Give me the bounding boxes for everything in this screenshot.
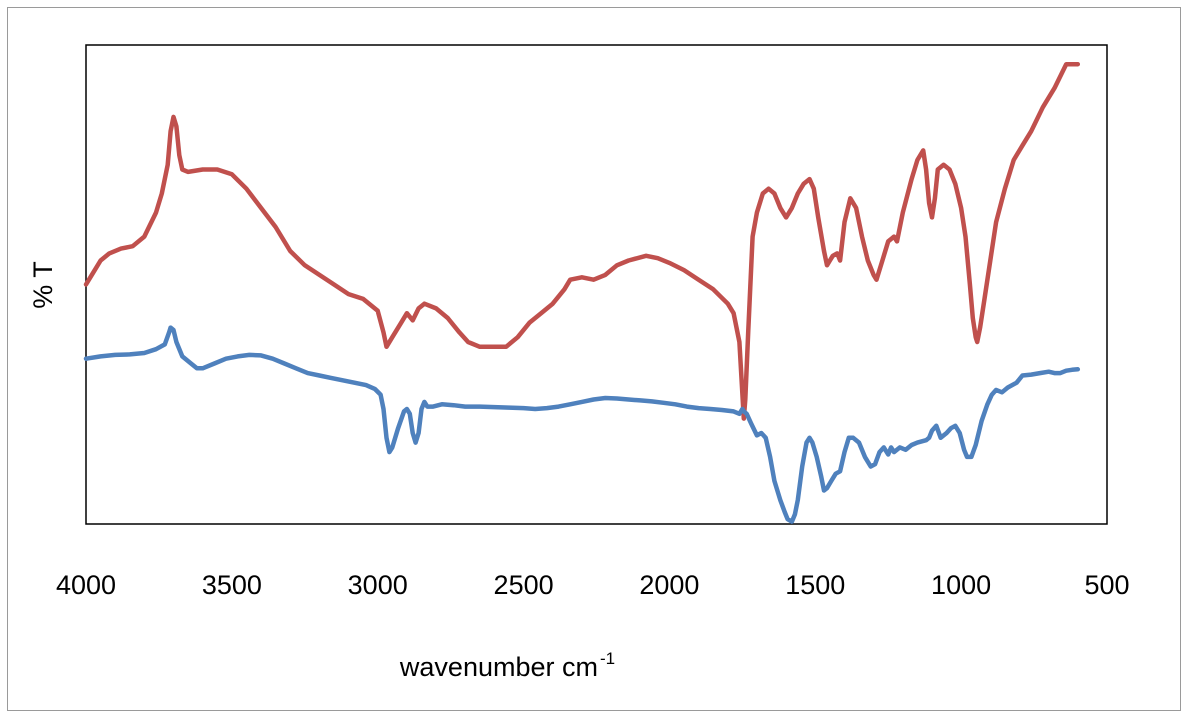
ir-spectrum-chart: 4000 3500 3000 2500 2000 1500 1000 500 wavenumb… [28,44,1130,682]
x-tick-label: 1500 [785,570,845,600]
chart-area: 4000 3500 3000 2500 2000 1500 1000 500 wavenumb… [7,7,1181,711]
x-tick-label: 2000 [639,570,699,600]
x-tick-label: 1000 [931,570,991,600]
x-tick-label: 500 [1084,570,1129,600]
x-tick-label: 2500 [494,570,554,600]
x-tick-labels: 4000 3500 3000 2500 2000 1500 1000 500 [56,570,1130,600]
x-tick-label: 3000 [348,570,408,600]
y-axis-title: % T [28,261,58,309]
series-layer [83,61,1081,524]
x-axis-title: wavenumber cm [399,652,598,682]
plot-area-border [85,44,1108,525]
x-axis-title-superscript: -1 [600,649,615,668]
x-tick-label: 4000 [56,570,116,600]
series-line-1 [83,61,1081,421]
series-line-2 [83,325,1081,524]
x-tick-label: 3500 [202,570,262,600]
